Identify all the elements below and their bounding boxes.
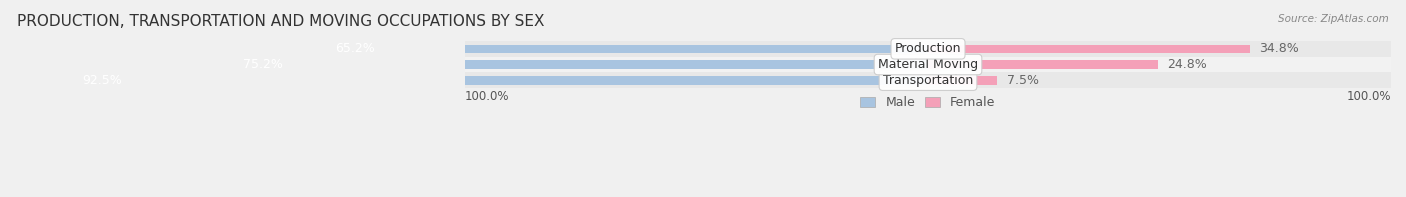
Text: 7.5%: 7.5% (1007, 74, 1039, 87)
Text: 100.0%: 100.0% (1347, 90, 1391, 103)
Bar (232, 60, 928, 69)
Bar (325, 45, 928, 53)
Text: Source: ZipAtlas.com: Source: ZipAtlas.com (1278, 14, 1389, 24)
Text: Production: Production (894, 42, 962, 55)
Text: PRODUCTION, TRANSPORTATION AND MOVING OCCUPATIONS BY SEX: PRODUCTION, TRANSPORTATION AND MOVING OC… (17, 14, 544, 29)
Bar (465, 41, 1391, 57)
Legend: Male, Female: Male, Female (855, 91, 1001, 114)
Bar (465, 57, 1391, 72)
Bar (928, 45, 1250, 53)
Bar (72, 76, 928, 85)
Text: 65.2%: 65.2% (336, 42, 375, 55)
Bar (928, 60, 1157, 69)
Text: 34.8%: 34.8% (1260, 42, 1299, 55)
Text: 100.0%: 100.0% (465, 90, 509, 103)
Text: 24.8%: 24.8% (1167, 58, 1206, 71)
Bar (465, 72, 1391, 88)
Text: 92.5%: 92.5% (83, 74, 122, 87)
Text: 75.2%: 75.2% (243, 58, 283, 71)
Text: Material Moving: Material Moving (877, 58, 979, 71)
Bar (928, 76, 997, 85)
Text: Transportation: Transportation (883, 74, 973, 87)
